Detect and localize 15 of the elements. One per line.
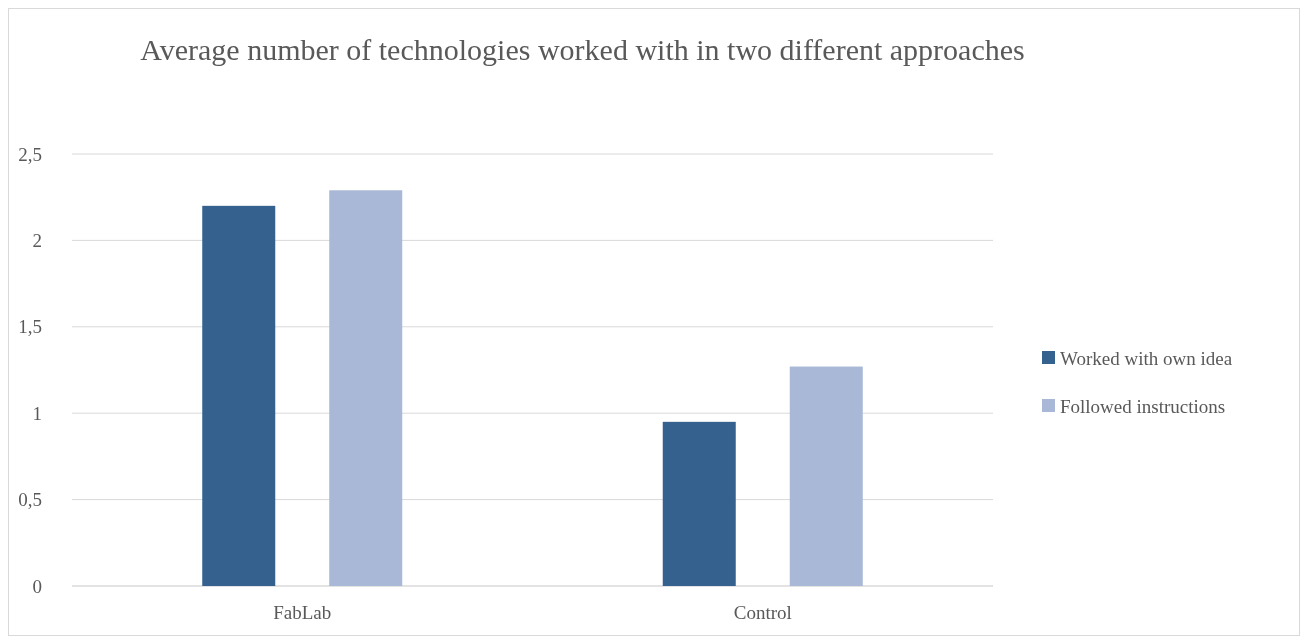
- y-tick-label: 2,5: [18, 143, 42, 165]
- bar: [329, 190, 403, 586]
- y-tick-label: 2: [32, 230, 42, 252]
- x-tick-label: Control: [733, 602, 792, 623]
- y-tick-label: 0: [32, 575, 42, 597]
- legend-label: Followed instructions: [1060, 395, 1226, 417]
- y-tick-label: 1: [32, 402, 42, 424]
- y-tick-label: 1,5: [18, 316, 42, 338]
- bar: [662, 421, 736, 586]
- y-tick-label: 0,5: [18, 489, 42, 511]
- x-tick-label: FabLab: [273, 602, 332, 623]
- chart-title: Average number of technologies worked with in two different approaches: [140, 33, 1025, 66]
- legend-label: Worked with own idea: [1060, 347, 1233, 369]
- bar: [202, 205, 276, 586]
- bar: [789, 366, 863, 586]
